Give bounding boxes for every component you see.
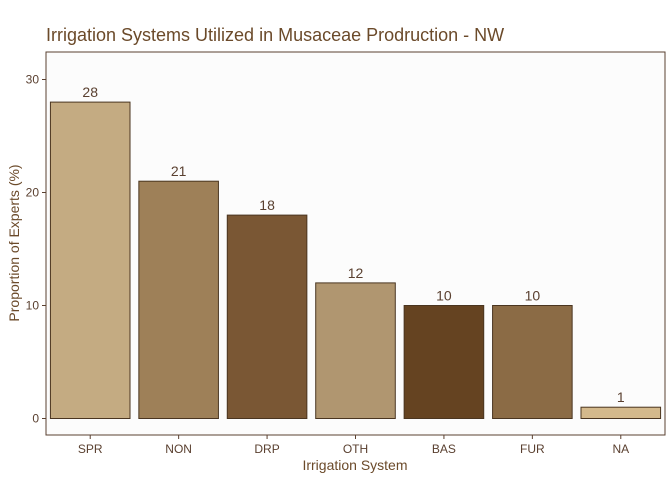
y-tick-label: 30: [26, 73, 40, 87]
x-tick-label: FUR: [520, 442, 545, 456]
y-tick-label: 20: [26, 186, 40, 200]
x-axis: SPR NON DRP OTH BAS FUR NA: [78, 435, 629, 456]
bars: [49, 101, 662, 420]
bar-non: [138, 180, 219, 419]
x-tick-label: BAS: [432, 442, 456, 456]
x-tick-label: DRP: [254, 442, 279, 456]
y-tick-label: 10: [26, 299, 40, 313]
bar-spr: [49, 101, 131, 419]
chart-title: Irrigation Systems Utilized in Musaceae …: [46, 25, 504, 45]
y-tick-label: 0: [32, 412, 39, 426]
x-axis-title: Irrigation System: [302, 457, 407, 473]
x-tick-label: NA: [612, 442, 629, 456]
bar-fur: [492, 305, 573, 419]
bar-na: [580, 406, 662, 420]
y-axis: 0 10 20 30: [26, 73, 46, 426]
bar-oth: [315, 282, 396, 419]
y-axis-title: Proportion of Experts (%): [6, 164, 22, 321]
data-labels: 28 21 18 12 10 10 1: [82, 84, 624, 405]
x-tick-label: OTH: [343, 442, 368, 456]
data-label: 1: [617, 389, 625, 405]
data-label: 12: [348, 265, 364, 281]
data-label: 10: [436, 288, 452, 304]
bar-bas: [403, 305, 485, 419]
data-label: 18: [259, 197, 275, 213]
bar-drp: [226, 214, 308, 419]
data-label: 10: [525, 288, 541, 304]
data-label: 21: [171, 163, 187, 179]
data-label: 28: [82, 84, 98, 100]
x-tick-label: NON: [165, 442, 192, 456]
x-tick-label: SPR: [78, 442, 103, 456]
